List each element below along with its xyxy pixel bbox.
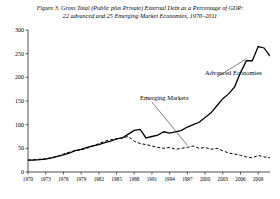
y-tick	[26, 53, 29, 54]
x-tick-label: 2003	[218, 176, 229, 182]
x-tick	[81, 172, 82, 175]
y-tick	[26, 77, 29, 78]
x-tick	[45, 172, 46, 175]
x-tick-label: 2009	[253, 176, 264, 182]
title: Figure 3. Gross Total (Public plus Priva…	[36, 4, 244, 12]
x-tick	[240, 172, 241, 175]
x-tick-label: 1985	[111, 176, 122, 182]
x-tick	[28, 172, 29, 175]
y-tick	[26, 148, 29, 149]
x-tick-label: 1988	[129, 176, 140, 182]
series-line	[28, 47, 270, 161]
series-label: Advanced Economies	[205, 69, 262, 76]
x-tick	[63, 172, 64, 175]
x-tick	[222, 172, 223, 175]
x-axis	[28, 172, 270, 173]
y-tick-label: 200	[15, 74, 24, 80]
x-tick	[258, 172, 259, 175]
y-tick	[26, 101, 29, 102]
x-tick	[205, 172, 206, 175]
x-tick-label: 1979	[76, 176, 87, 182]
x-tick-label: 1976	[58, 176, 69, 182]
x-tick	[134, 172, 135, 175]
y-tick-label: 150	[15, 98, 24, 104]
y-tick-label: 0	[21, 169, 24, 175]
plot-area	[28, 47, 270, 161]
x-tick-label: 2000	[200, 176, 211, 182]
series-line	[28, 137, 270, 161]
x-tick-label: 1994	[164, 176, 175, 182]
x-tick	[116, 172, 117, 175]
x-tick-label: 1970	[23, 176, 34, 182]
x-tick-label: 2006	[235, 176, 246, 182]
x-tick-label: 1991	[147, 176, 158, 182]
y-tick-label: 250	[15, 51, 24, 57]
chart-container: Figure 3. Gross Total (Public plus Priva…	[0, 0, 280, 199]
y-tick	[26, 30, 29, 31]
x-tick-label: 1973	[41, 176, 52, 182]
x-tick	[187, 172, 188, 175]
series-label: Emerging Markets	[140, 94, 189, 101]
chart-svg: Figure 3. Gross Total (Public plus Priva…	[0, 0, 280, 199]
x-tick	[151, 172, 152, 175]
y-tick-label: 50	[18, 145, 24, 151]
label-arrow	[152, 102, 187, 145]
x-tick	[169, 172, 170, 175]
label-arrow	[217, 59, 246, 77]
y-tick	[26, 124, 29, 125]
y-tick-label: 100	[15, 122, 24, 128]
y-tick-label: 300	[15, 27, 24, 33]
x-tick-label: 1982	[94, 176, 105, 182]
y-tick	[26, 172, 29, 173]
x-tick-label: 1997	[182, 176, 193, 182]
x-tick	[98, 172, 99, 175]
subtitle: 22 advanced and 25 Emerging Market Econo…	[63, 12, 217, 19]
